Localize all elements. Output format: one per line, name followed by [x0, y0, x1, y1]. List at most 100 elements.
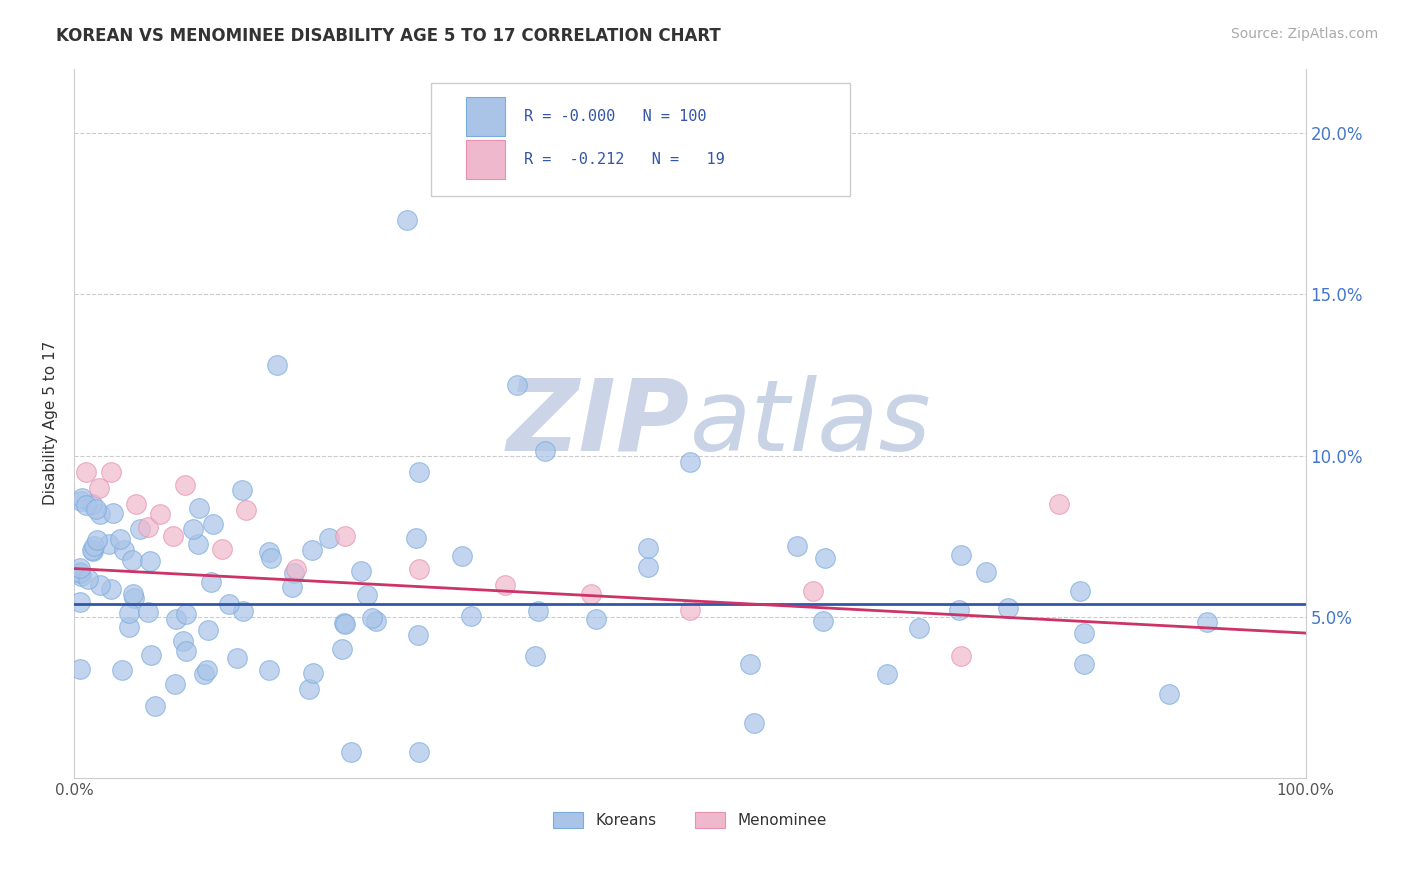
Point — [197, 623, 219, 637]
Point — [122, 591, 145, 605]
Point — [136, 605, 159, 619]
Point — [281, 580, 304, 594]
Text: R =  -0.212   N =   19: R = -0.212 N = 19 — [523, 152, 724, 167]
Point — [75, 465, 97, 479]
Point — [360, 611, 382, 625]
Point — [581, 587, 603, 601]
Point — [395, 213, 418, 227]
Point — [408, 465, 430, 479]
Point — [188, 501, 211, 516]
Point — [138, 554, 160, 568]
Point — [811, 614, 834, 628]
Point — [786, 539, 808, 553]
Text: Source: ZipAtlas.com: Source: ZipAtlas.com — [1230, 27, 1378, 41]
Point — [332, 616, 354, 631]
Point — [997, 601, 1019, 615]
Point — [139, 648, 162, 662]
Point — [679, 603, 702, 617]
Legend: Koreans, Menominee: Koreans, Menominee — [547, 806, 832, 834]
Point — [350, 564, 373, 578]
Point — [335, 617, 357, 632]
Point — [744, 716, 766, 731]
Point — [950, 549, 973, 563]
Point — [103, 506, 125, 520]
Point — [89, 507, 111, 521]
Point — [450, 549, 472, 564]
Point — [460, 609, 482, 624]
Point — [406, 628, 429, 642]
Point — [75, 498, 97, 512]
Point — [83, 539, 105, 553]
Point — [232, 604, 254, 618]
Point — [948, 603, 970, 617]
Point — [172, 633, 194, 648]
Point — [69, 595, 91, 609]
Point — [814, 551, 837, 566]
Point — [534, 444, 557, 458]
Point — [876, 666, 898, 681]
Point — [165, 611, 187, 625]
Point — [187, 537, 209, 551]
Point — [637, 541, 659, 556]
Point — [149, 507, 172, 521]
Point — [266, 359, 288, 373]
Y-axis label: Disability Age 5 to 17: Disability Age 5 to 17 — [44, 342, 58, 506]
Point — [318, 532, 340, 546]
FancyBboxPatch shape — [465, 97, 505, 136]
Point — [82, 544, 104, 558]
Point — [218, 597, 240, 611]
Point — [69, 566, 91, 581]
Point — [494, 577, 516, 591]
Point — [740, 657, 762, 671]
Text: R = -0.000   N = 100: R = -0.000 N = 100 — [523, 110, 706, 124]
Point — [284, 561, 307, 575]
Point — [366, 614, 388, 628]
Point — [174, 607, 197, 622]
Point — [70, 494, 93, 508]
Point — [100, 465, 122, 479]
Point — [301, 666, 323, 681]
Point — [506, 377, 529, 392]
Point — [162, 529, 184, 543]
Point — [908, 621, 931, 635]
Point — [1157, 687, 1180, 701]
Point — [526, 604, 548, 618]
Point — [200, 575, 222, 590]
Point — [333, 529, 356, 543]
Point — [340, 746, 363, 760]
Point — [80, 497, 103, 511]
Point — [1073, 657, 1095, 671]
Text: KOREAN VS MENOMINEE DISABILITY AGE 5 TO 17 CORRELATION CHART: KOREAN VS MENOMINEE DISABILITY AGE 5 TO … — [56, 27, 721, 45]
Point — [283, 566, 305, 580]
Point — [679, 455, 702, 469]
Point — [111, 663, 134, 677]
Point — [98, 536, 121, 550]
Point — [122, 587, 145, 601]
Point — [356, 589, 378, 603]
Point — [301, 542, 323, 557]
Point — [637, 559, 659, 574]
Point — [69, 561, 91, 575]
Point — [86, 533, 108, 547]
Point — [408, 746, 430, 760]
Text: ZIP: ZIP — [506, 375, 690, 472]
Point — [298, 681, 321, 696]
Point — [174, 644, 197, 658]
Point — [100, 582, 122, 596]
Point — [70, 569, 93, 583]
Point — [165, 677, 187, 691]
Point — [974, 565, 997, 579]
Point — [408, 561, 430, 575]
FancyBboxPatch shape — [432, 83, 849, 196]
Point — [801, 584, 824, 599]
Point — [124, 497, 146, 511]
Point — [949, 648, 972, 663]
Point — [231, 483, 253, 498]
Point — [128, 522, 150, 536]
Point — [405, 531, 427, 545]
Text: atlas: atlas — [690, 375, 931, 472]
Point — [143, 698, 166, 713]
Point — [87, 481, 110, 495]
Point — [114, 543, 136, 558]
Point — [524, 648, 547, 663]
